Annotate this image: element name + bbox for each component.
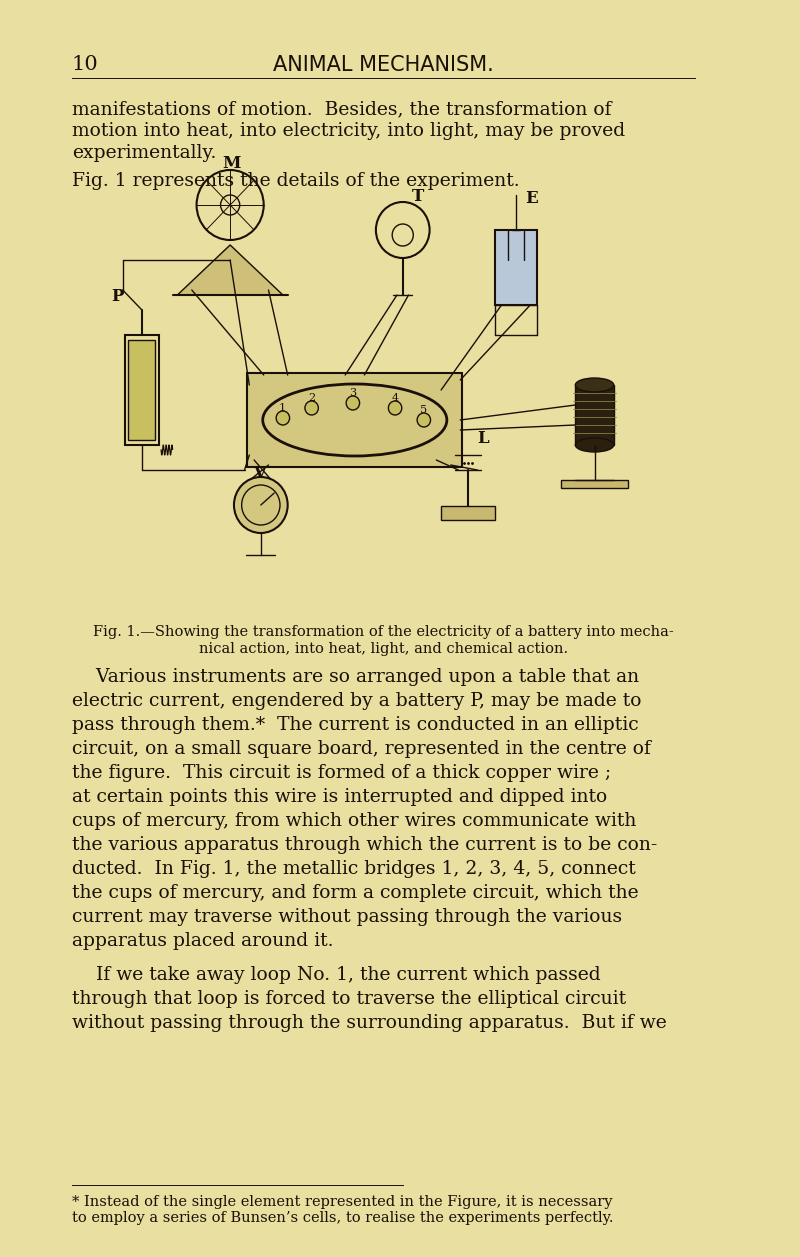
- FancyBboxPatch shape: [247, 373, 462, 468]
- Text: 1: 1: [279, 403, 286, 414]
- Text: the cups of mercury, and form a complete circuit, which the: the cups of mercury, and form a complete…: [72, 884, 638, 903]
- Text: nical action, into heat, light, and chemical action.: nical action, into heat, light, and chem…: [199, 642, 568, 656]
- Text: the various apparatus through which the current is to be con-: the various apparatus through which the …: [72, 836, 658, 854]
- Text: 10: 10: [72, 55, 98, 74]
- Ellipse shape: [575, 437, 614, 453]
- Text: through that loop is forced to traverse the elliptical circuit: through that loop is forced to traverse …: [72, 991, 626, 1008]
- Text: motion into heat, into electricity, into light, may be proved: motion into heat, into electricity, into…: [72, 122, 625, 140]
- Text: to employ a series of Bunsen’s cells, to realise the experiments perfectly.: to employ a series of Bunsen’s cells, to…: [72, 1210, 614, 1226]
- Text: L: L: [478, 430, 489, 447]
- Text: E: E: [526, 190, 538, 207]
- Text: Various instruments are so arranged upon a table that an: Various instruments are so arranged upon…: [72, 667, 639, 686]
- Bar: [575, 385, 614, 445]
- Text: V: V: [253, 465, 266, 481]
- Circle shape: [234, 476, 288, 533]
- Text: 3: 3: [349, 388, 356, 398]
- Text: 2: 2: [308, 393, 315, 403]
- Text: without passing through the surrounding apparatus.  But if we: without passing through the surrounding …: [72, 1014, 666, 1032]
- Text: the figure.  This circuit is formed of a thick copper wire ;: the figure. This circuit is formed of a …: [72, 764, 611, 782]
- Text: at certain points this wire is interrupted and dipped into: at certain points this wire is interrupt…: [72, 788, 607, 806]
- Text: Fig. 1 represents the details of the experiment.: Fig. 1 represents the details of the exp…: [72, 172, 519, 190]
- Text: T: T: [412, 189, 425, 205]
- Text: 5: 5: [420, 405, 427, 415]
- Bar: [129, 339, 155, 440]
- Text: P: P: [111, 288, 124, 305]
- Text: current may traverse without passing through the various: current may traverse without passing thr…: [72, 908, 622, 926]
- Bar: [441, 507, 494, 520]
- Circle shape: [305, 401, 318, 415]
- Text: pass through them.*  The current is conducted in an elliptic: pass through them.* The current is condu…: [72, 716, 638, 734]
- Text: electric current, engendered by a battery P, may be made to: electric current, engendered by a batter…: [72, 693, 642, 710]
- Text: ducted.  In Fig. 1, the metallic bridges 1, 2, 3, 4, 5, connect: ducted. In Fig. 1, the metallic bridges …: [72, 860, 636, 877]
- Circle shape: [417, 414, 430, 427]
- Polygon shape: [178, 245, 283, 295]
- Text: apparatus placed around it.: apparatus placed around it.: [72, 931, 334, 950]
- Circle shape: [388, 401, 402, 415]
- Text: manifestations of motion.  Besides, the transformation of: manifestations of motion. Besides, the t…: [72, 101, 611, 118]
- Bar: [561, 480, 628, 488]
- Circle shape: [276, 411, 290, 425]
- Bar: [125, 336, 159, 445]
- Text: M: M: [222, 155, 241, 172]
- Text: If we take away loop No. 1, the current which passed: If we take away loop No. 1, the current …: [72, 965, 601, 984]
- Text: cups of mercury, from which other wires communicate with: cups of mercury, from which other wires …: [72, 812, 636, 830]
- Circle shape: [346, 396, 359, 410]
- Text: 4: 4: [391, 393, 398, 403]
- Text: Fig. 1.—Showing the transformation of the electricity of a battery into mecha-: Fig. 1.—Showing the transformation of th…: [93, 625, 674, 639]
- Ellipse shape: [575, 378, 614, 392]
- Text: ANIMAL MECHANISM.: ANIMAL MECHANISM.: [273, 55, 494, 75]
- Text: * Instead of the single element represented in the Figure, it is necessary: * Instead of the single element represen…: [72, 1195, 613, 1209]
- Bar: [494, 230, 537, 305]
- Text: circuit, on a small square board, represented in the centre of: circuit, on a small square board, repres…: [72, 740, 650, 758]
- Text: experimentally.: experimentally.: [72, 145, 216, 162]
